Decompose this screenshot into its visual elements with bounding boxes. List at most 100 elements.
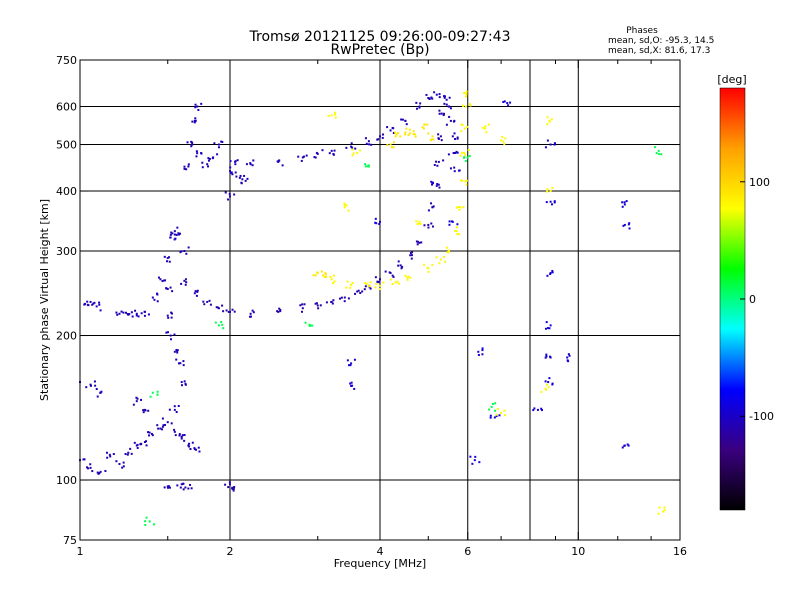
data-point xyxy=(464,180,467,183)
data-point xyxy=(621,205,624,208)
data-point xyxy=(404,133,407,136)
data-point xyxy=(376,280,379,283)
data-point xyxy=(504,137,507,140)
data-point xyxy=(145,444,148,447)
data-point xyxy=(202,300,205,303)
data-point xyxy=(183,380,186,383)
data-point xyxy=(196,290,199,293)
data-point xyxy=(324,272,327,275)
data-point xyxy=(233,193,236,196)
data-point xyxy=(396,280,399,283)
data-point xyxy=(625,200,628,203)
data-point xyxy=(200,102,203,105)
data-point xyxy=(384,270,387,273)
data-point xyxy=(168,486,171,489)
data-point xyxy=(231,173,234,176)
data-point xyxy=(124,452,127,455)
data-point xyxy=(367,165,370,168)
data-point xyxy=(251,164,254,167)
data-point xyxy=(229,483,231,486)
data-point xyxy=(549,273,552,276)
data-point xyxy=(418,241,421,244)
data-point xyxy=(448,220,451,223)
data-point xyxy=(166,486,169,489)
data-point xyxy=(194,290,197,293)
data-point xyxy=(89,383,92,386)
data-point xyxy=(231,308,234,311)
data-point xyxy=(438,262,441,265)
data-point xyxy=(409,254,412,257)
data-point xyxy=(347,297,350,300)
data-point xyxy=(408,132,411,135)
data-point xyxy=(99,309,102,312)
data-point xyxy=(239,174,242,177)
data-point xyxy=(201,161,204,164)
data-point xyxy=(92,302,95,305)
data-point xyxy=(85,386,88,389)
data-point xyxy=(122,311,125,314)
data-point xyxy=(350,381,353,384)
data-point xyxy=(623,444,626,447)
data-point xyxy=(206,163,209,166)
data-points xyxy=(79,90,666,526)
data-point xyxy=(166,421,169,424)
data-point xyxy=(430,180,433,183)
data-point xyxy=(136,446,139,449)
data-point xyxy=(350,283,353,286)
data-point xyxy=(173,233,176,236)
data-point xyxy=(544,387,547,390)
data-point xyxy=(170,312,173,315)
data-point xyxy=(332,153,335,156)
data-point xyxy=(349,364,352,367)
data-point xyxy=(553,143,556,146)
data-point xyxy=(157,427,160,430)
data-point xyxy=(195,294,198,297)
data-point xyxy=(278,307,281,310)
data-point xyxy=(190,487,193,490)
data-point xyxy=(568,354,571,357)
data-point xyxy=(405,127,408,130)
data-point xyxy=(409,276,412,279)
data-point xyxy=(374,286,377,289)
data-point xyxy=(183,279,186,282)
data-point xyxy=(351,148,354,151)
data-point xyxy=(300,310,303,313)
y-tick-label: 300 xyxy=(56,245,77,258)
data-point xyxy=(465,91,468,94)
data-point xyxy=(658,506,661,509)
data-point xyxy=(170,316,173,319)
data-point xyxy=(350,142,353,145)
data-point xyxy=(467,149,470,152)
data-point xyxy=(390,146,393,149)
data-point xyxy=(503,409,506,412)
data-point xyxy=(213,142,216,145)
data-point xyxy=(663,509,666,512)
data-point xyxy=(179,251,182,254)
y-tick-label: 100 xyxy=(56,474,77,487)
data-point xyxy=(544,327,547,330)
data-point xyxy=(249,163,252,166)
data-point xyxy=(314,302,317,305)
data-point xyxy=(550,118,553,121)
data-point xyxy=(95,305,98,308)
data-point xyxy=(216,153,219,156)
data-point xyxy=(423,263,426,266)
data-point xyxy=(461,104,464,107)
data-point xyxy=(549,324,552,327)
data-point xyxy=(233,310,236,313)
data-point xyxy=(545,201,548,204)
data-point xyxy=(471,462,474,465)
data-point xyxy=(99,391,102,394)
data-point xyxy=(351,146,354,149)
data-point xyxy=(445,103,448,106)
data-point xyxy=(491,403,494,406)
data-point xyxy=(448,115,451,118)
data-point xyxy=(308,323,311,326)
data-point xyxy=(484,125,487,128)
data-point xyxy=(234,171,237,174)
data-point xyxy=(350,145,353,148)
data-point xyxy=(217,146,220,149)
data-point xyxy=(246,177,249,180)
data-point xyxy=(498,414,501,417)
data-point xyxy=(136,443,139,446)
